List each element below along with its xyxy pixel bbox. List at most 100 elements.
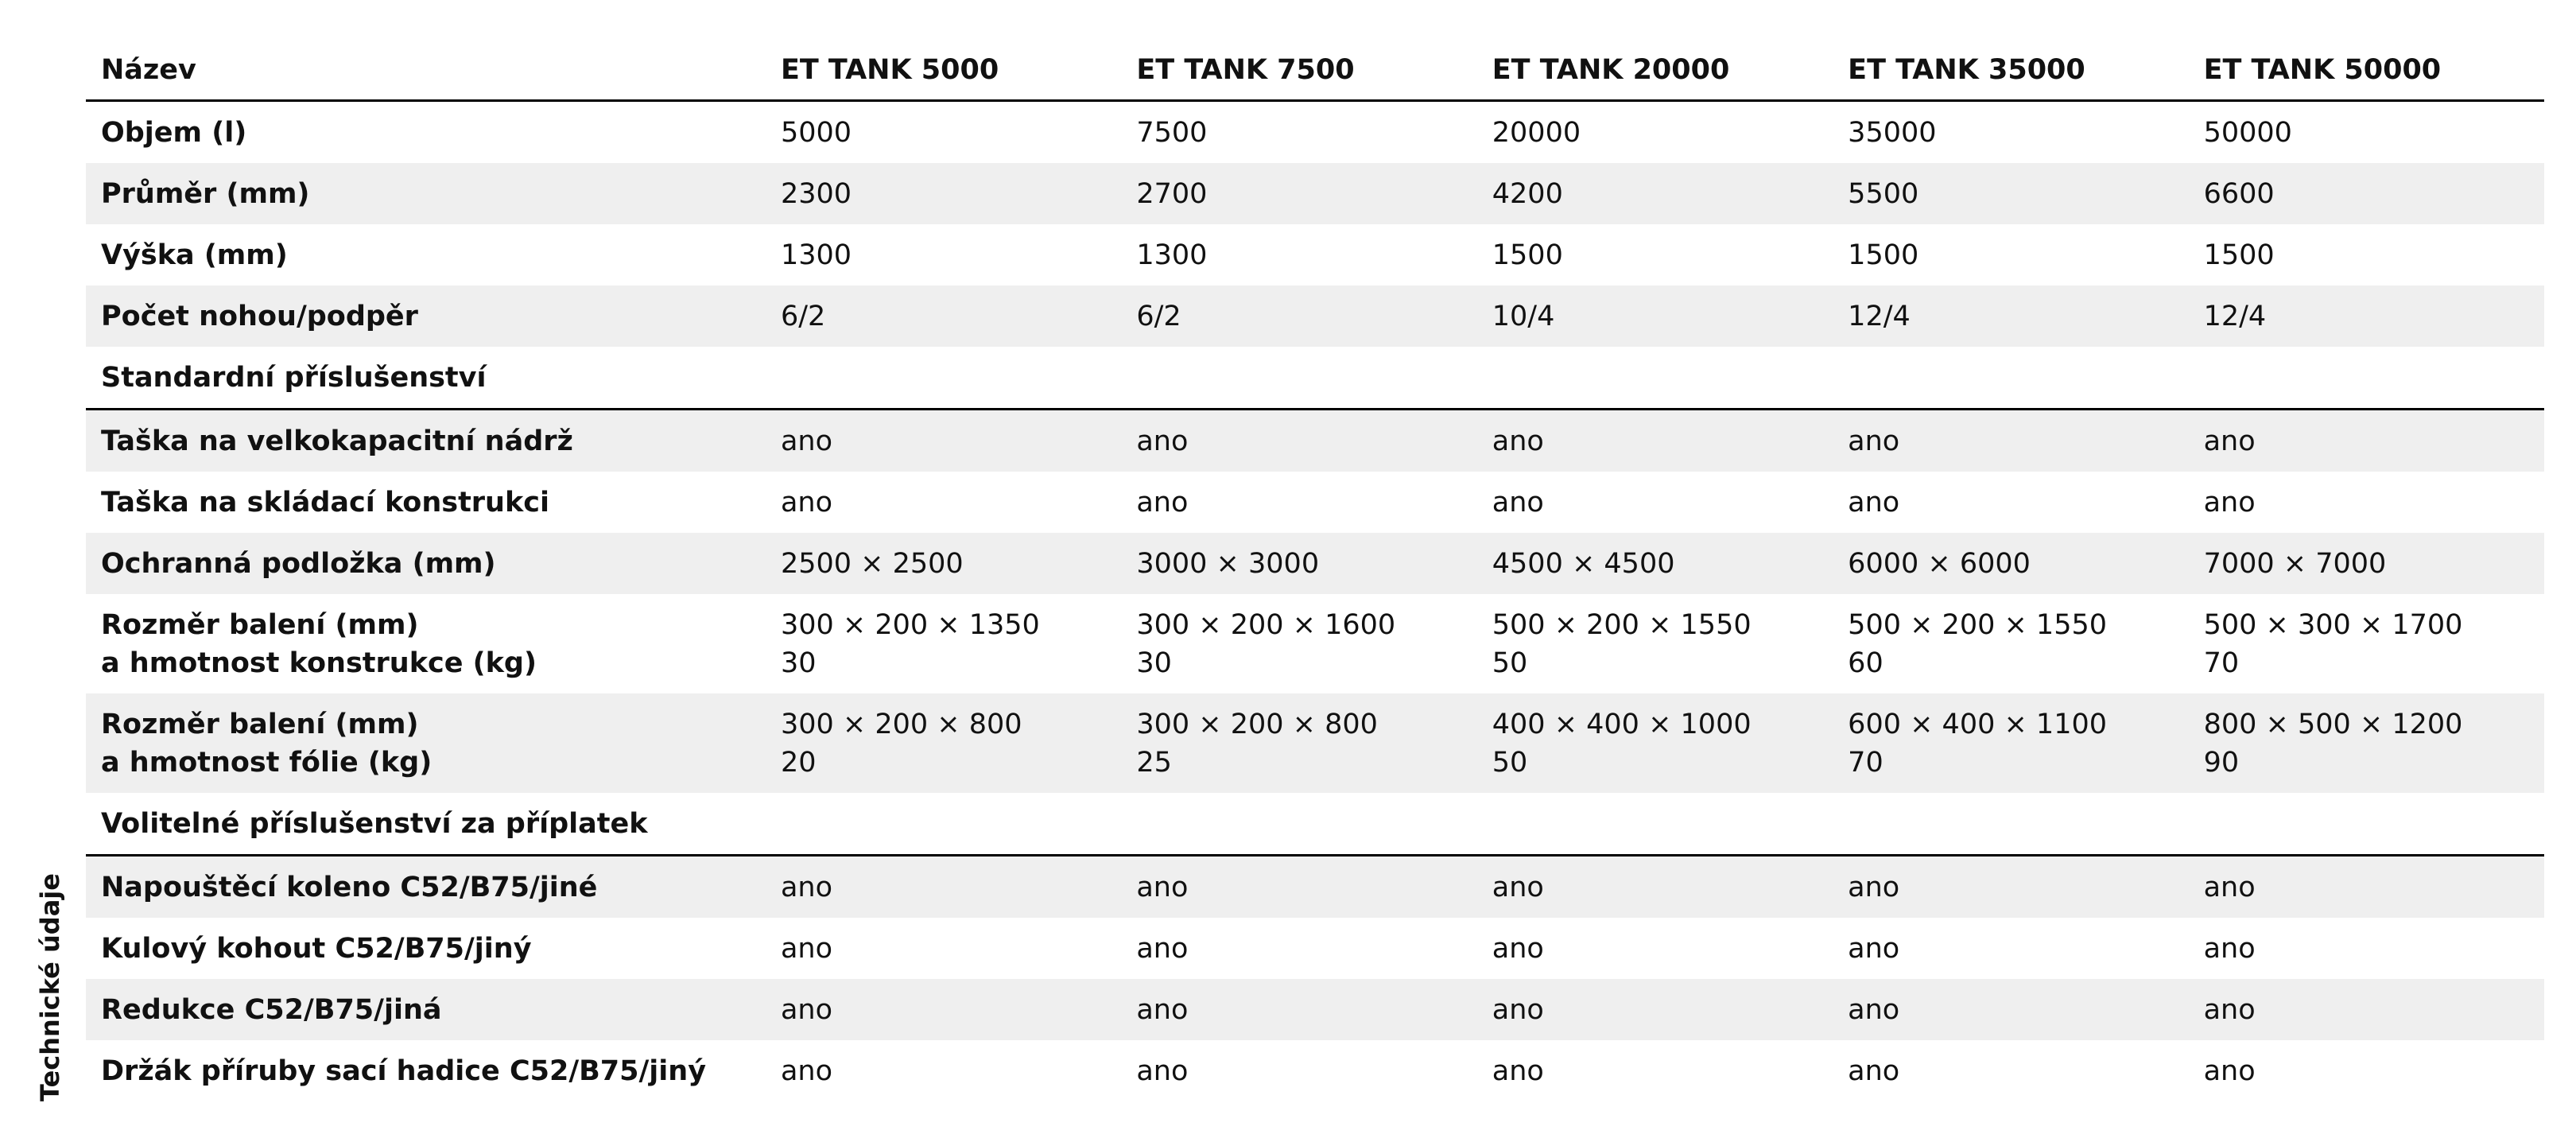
- row-label: Rozměr balení (mm) a hmotnost konstrukce…: [101, 608, 537, 679]
- row-label: Výška (mm): [101, 239, 288, 271]
- cell-value: 35000: [1848, 116, 1937, 149]
- table-row: Výška (mm) 1300 1300 1500 1500 1500: [86, 224, 2544, 286]
- table-row: Průměr (mm) 2300 2700 4200 5500 6600: [86, 163, 2544, 224]
- table-row: Redukce C52/B75/jiná ano ano ano ano ano: [86, 979, 2544, 1040]
- cell-value: ano: [2203, 993, 2256, 1026]
- cell-value: 500 × 300 × 1700 70: [2203, 608, 2463, 679]
- cell-value: 2700: [1136, 177, 1208, 210]
- cell-value: 5000: [780, 116, 852, 149]
- column-header: ET TANK 5000: [780, 53, 999, 86]
- cell-value: ano: [1136, 1055, 1189, 1087]
- cell-value: ano: [1492, 425, 1544, 457]
- cell-value: 500 × 200 × 1550 60: [1848, 608, 2108, 679]
- cell-value: ano: [1848, 1055, 1900, 1087]
- cell-value: ano: [1136, 486, 1189, 519]
- column-header: ET TANK 7500: [1136, 53, 1355, 86]
- cell-value: ano: [2203, 425, 2256, 457]
- cell-value: ano: [1492, 932, 1544, 965]
- cell-value: 2300: [780, 177, 852, 210]
- cell-value: 4200: [1492, 177, 1563, 210]
- row-label: Redukce C52/B75/jiná: [101, 993, 442, 1026]
- row-label: Průměr (mm): [101, 177, 310, 210]
- cell-value: 12/4: [1848, 300, 1911, 332]
- section-title: Standardní příslušenství: [101, 361, 487, 394]
- cell-value: 6600: [2203, 177, 2275, 210]
- table-row: Počet nohou/podpěr 6/2 6/2 10/4 12/4 12/4: [86, 286, 2544, 347]
- row-label: Taška na velkokapacitní nádrž: [101, 425, 573, 457]
- section-row: Standardní příslušenství: [86, 347, 2544, 410]
- cell-value: 1500: [1492, 239, 1563, 271]
- cell-value: ano: [780, 871, 832, 903]
- cell-value: ano: [1136, 425, 1189, 457]
- cell-value: ano: [1492, 871, 1544, 903]
- cell-value: 1300: [780, 239, 852, 271]
- row-label: Taška na skládací konstrukci: [101, 486, 549, 519]
- column-header: ET TANK 20000: [1492, 53, 1730, 86]
- table-row: Držák příruby sací hadice C52/B75/jiný an…: [86, 1040, 2544, 1101]
- cell-value: 300 × 200 × 1600 30: [1136, 608, 1396, 679]
- cell-value: ano: [780, 993, 832, 1026]
- cell-value: ano: [780, 425, 832, 457]
- cell-value: 4500 × 4500: [1492, 547, 1675, 580]
- row-label: Napouštěcí koleno C52/B75/jiné: [101, 871, 598, 903]
- cell-value: ano: [1492, 486, 1544, 519]
- cell-value: ano: [2203, 932, 2256, 965]
- cell-value: 1300: [1136, 239, 1208, 271]
- table-row: Rozměr balení (mm) a hmotnost fólie (kg)…: [86, 693, 2544, 793]
- cell-value: ano: [2203, 871, 2256, 903]
- cell-value: 300 × 200 × 800 20: [780, 708, 1022, 779]
- cell-value: 20000: [1492, 116, 1581, 149]
- cell-value: 5500: [1848, 177, 1919, 210]
- cell-value: ano: [780, 1055, 832, 1087]
- cell-value: ano: [780, 486, 832, 519]
- cell-value: 3000 × 3000: [1136, 547, 1320, 580]
- cell-value: 12/4: [2203, 300, 2267, 332]
- cell-value: 500 × 200 × 1550 50: [1492, 608, 1752, 679]
- table-row: Kulový kohout C52/B75/jiný ano ano ano ano an…: [86, 918, 2544, 979]
- cell-value: 10/4: [1492, 300, 1555, 332]
- cell-value: 6000 × 6000: [1848, 547, 2031, 580]
- cell-value: 800 × 500 × 1200 90: [2203, 708, 2463, 779]
- row-label: Počet nohou/podpěr: [101, 300, 418, 332]
- table-row: Taška na velkokapacitní nádrž ano ano ano an…: [86, 410, 2544, 472]
- cell-value: 600 × 400 × 1100 70: [1848, 708, 2108, 779]
- cell-value: 300 × 200 × 800 25: [1136, 708, 1378, 779]
- section-row: Volitelné příslušenství za příplatek: [86, 793, 2544, 856]
- cell-value: ano: [1492, 1055, 1544, 1087]
- cell-value: ano: [780, 932, 832, 965]
- cell-value: 6/2: [780, 300, 826, 332]
- cell-value: 300 × 200 × 1350 30: [780, 608, 1040, 679]
- row-label: Kulový kohout C52/B75/jiný: [101, 932, 532, 965]
- cell-value: ano: [1136, 932, 1189, 965]
- column-header: ET TANK 50000: [2203, 53, 2442, 86]
- row-label: Ochranná podložka (mm): [101, 547, 496, 580]
- table-row: Ochranná podložka (mm) 2500 × 2500 3000 × …: [86, 533, 2544, 594]
- row-label: Objem (l): [101, 116, 247, 149]
- section-title: Volitelné příslušenství za příplatek: [101, 807, 648, 840]
- cell-value: 1500: [1848, 239, 1919, 271]
- column-header: Název: [101, 53, 196, 86]
- cell-value: ano: [1848, 871, 1900, 903]
- cell-value: ano: [1136, 871, 1189, 903]
- row-label: Držák příruby sací hadice C52/B75/jiný: [101, 1055, 707, 1087]
- cell-value: 400 × 400 × 1000 50: [1492, 708, 1752, 779]
- cell-value: ano: [1848, 993, 1900, 1026]
- header-row: Název ET TANK 5000 ET TANK 7500 ET TANK 200…: [86, 40, 2544, 102]
- cell-value: ano: [2203, 1055, 2256, 1087]
- cell-value: ano: [1848, 425, 1900, 457]
- table-row: Rozměr balení (mm) a hmotnost konstrukce…: [86, 594, 2544, 693]
- cell-value: 50000: [2203, 116, 2292, 149]
- cell-value: 2500 × 2500: [780, 547, 964, 580]
- cell-value: 1500: [2203, 239, 2275, 271]
- table-row: Taška na skládací konstrukci ano ano ano ano…: [86, 472, 2544, 533]
- spec-table: Název ET TANK 5000 ET TANK 7500 ET TANK 200…: [86, 40, 2544, 1101]
- table-row: Napouštěcí koleno C52/B75/jiné ano ano ano a…: [86, 856, 2544, 918]
- side-label: Technické údaje: [35, 873, 65, 1101]
- cell-value: ano: [1848, 932, 1900, 965]
- cell-value: 6/2: [1136, 300, 1181, 332]
- row-label: Rozměr balení (mm) a hmotnost fólie (kg): [101, 708, 433, 779]
- cell-value: ano: [1136, 993, 1189, 1026]
- cell-value: 7000 × 7000: [2203, 547, 2387, 580]
- cell-value: ano: [1848, 486, 1900, 519]
